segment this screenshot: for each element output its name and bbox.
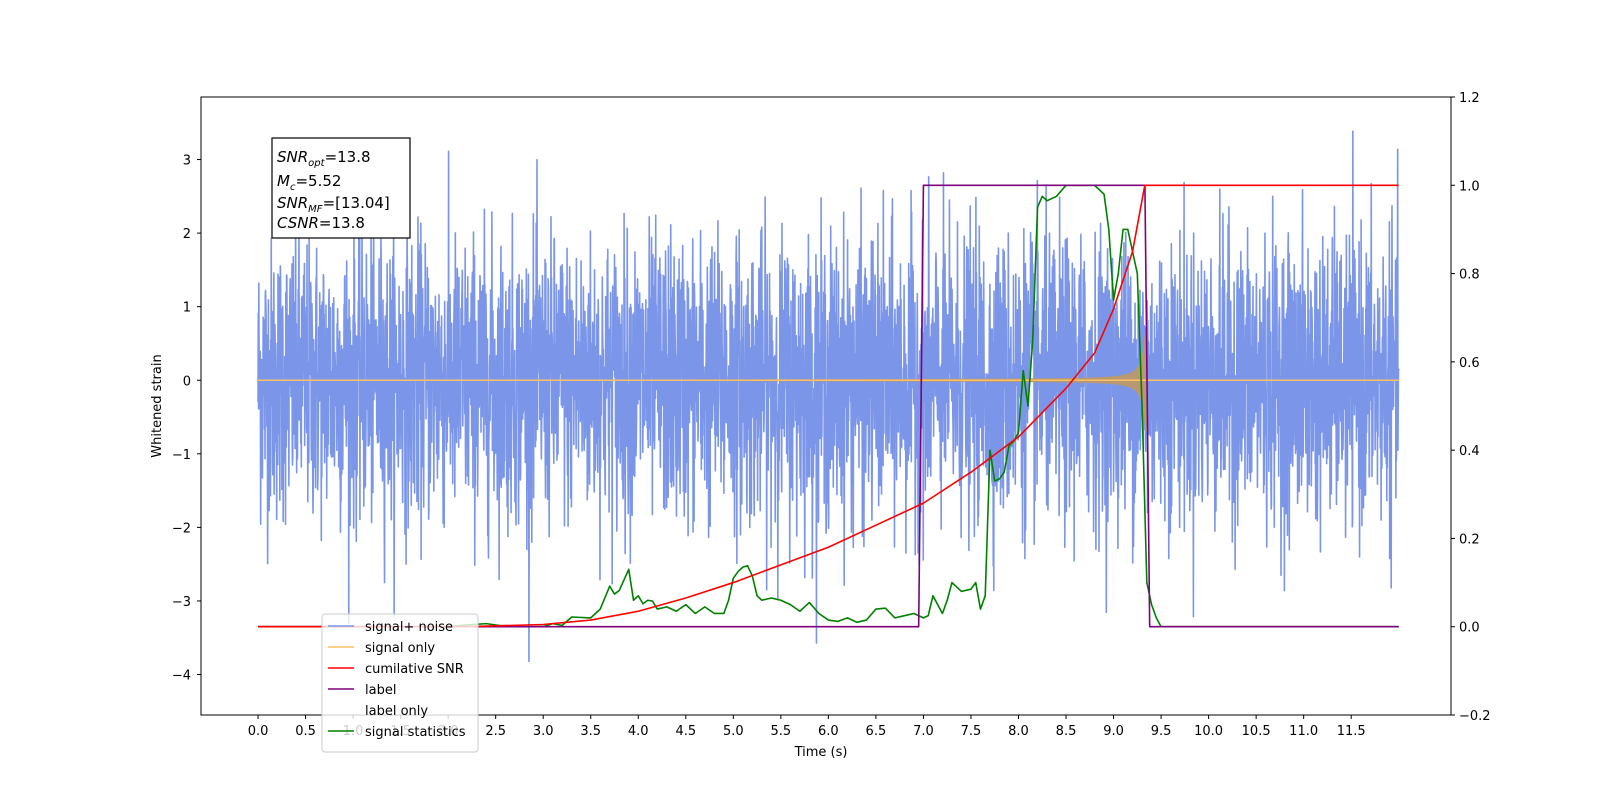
x-tick-label: 0.0 [248, 724, 269, 739]
y-tick-label: −2 [172, 521, 191, 536]
legend-label: label [365, 683, 396, 698]
legend-label: signal statistics [365, 725, 466, 740]
y2-tick-label: −0.2 [1459, 709, 1491, 724]
x-tick-label: 10.5 [1242, 724, 1271, 739]
y2-tick-label: 0.6 [1459, 356, 1480, 371]
x-tick-label: 8.0 [1008, 724, 1029, 739]
x-tick-label: 6.0 [818, 724, 839, 739]
x-tick-label: 5.5 [771, 724, 792, 739]
series-label-line [258, 184, 1399, 628]
info-csnr: CSNR=13.8 [277, 214, 365, 232]
legend-label: signal only [365, 641, 435, 656]
x-tick-label: 4.5 [675, 724, 696, 739]
x-tick-label: 10.0 [1194, 724, 1223, 739]
x-axis-label: Time (s) [794, 745, 848, 760]
x-tick-label: 7.5 [961, 724, 982, 739]
y2-tick-label: 0.8 [1459, 268, 1480, 283]
y-tick-label: 3 [183, 154, 191, 169]
y2-tick-label: 0.0 [1459, 621, 1480, 636]
legend-label: label only [365, 704, 428, 719]
x-tick-label: 3.0 [533, 724, 554, 739]
info-chirp-mass: Mc=5.52 [277, 172, 341, 193]
y2-tick-label: 1.2 [1459, 91, 1480, 106]
x-tick-label: 6.5 [866, 724, 887, 739]
y-tick-label: −1 [172, 448, 191, 463]
y-tick-label: 0 [183, 374, 191, 389]
info-box-frame [271, 137, 411, 239]
y-tick-label: −3 [172, 595, 191, 610]
info-snr-mf: SNRMF=[13.04] [277, 194, 390, 215]
x-tick-label: 5.0 [723, 724, 744, 739]
info-snr-opt: SNRopt=13.8 [277, 148, 371, 169]
x-tick-label: 11.5 [1337, 724, 1366, 739]
x-tick-label: 11.0 [1289, 724, 1318, 739]
y-tick-label: 2 [183, 227, 191, 242]
x-tick-label: 8.5 [1056, 724, 1077, 739]
series-signal-noise-line [257, 130, 1400, 663]
x-tick-label: 9.5 [1151, 724, 1172, 739]
plot-data-layer [257, 130, 1400, 663]
y-tick-label: 1 [183, 301, 191, 316]
legend-frame [321, 613, 479, 753]
info-box: SNRopt=13.8 Mc=5.52 SNRMF=[13.04] CSNR=1… [271, 137, 411, 239]
x-tick-label: 9.0 [1103, 724, 1124, 739]
legend-label: cumilative SNR [365, 662, 464, 677]
x-tick-label: 0.5 [295, 724, 316, 739]
legend: signal+ noise signal only cumilative SNR la… [321, 613, 479, 753]
y-tick-label: −4 [172, 669, 191, 684]
x-tick-label: 3.5 [580, 724, 601, 739]
x-tick-label: 4.0 [628, 724, 649, 739]
legend-label: signal+ noise [365, 620, 453, 635]
y2-tick-label: 1.0 [1459, 179, 1480, 194]
x-tick-label: 7.0 [913, 724, 934, 739]
y2-tick-label: 0.4 [1459, 444, 1480, 459]
y-axis-label: Whitened strain [150, 354, 165, 457]
x-tick-label: 2.5 [485, 724, 506, 739]
y2-tick-label: 0.2 [1459, 532, 1480, 547]
plot-frame [200, 96, 1452, 716]
series-cumulative-snr-line [258, 184, 1399, 628]
